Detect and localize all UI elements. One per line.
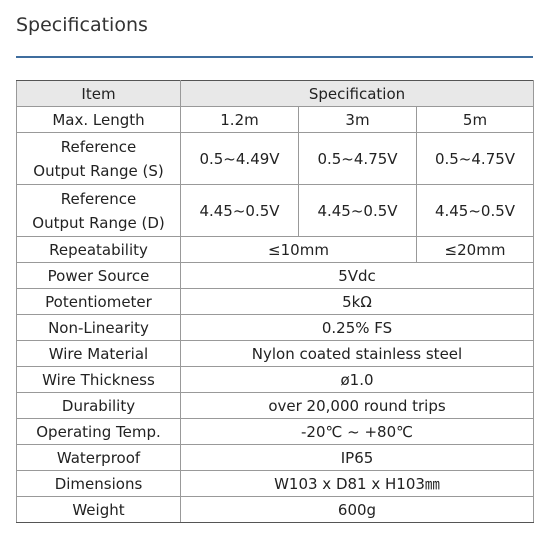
spec-value: 5kΩ — [180, 288, 534, 315]
row-label: Operating Temp. — [16, 418, 181, 445]
title-rule — [16, 56, 533, 58]
spec-value: 3m — [298, 106, 417, 133]
table-row: Dimensions W103 x D81 x H103㎜ — [16, 470, 534, 497]
table-row: Durability over 20,000 round trips — [16, 392, 534, 419]
row-label: Wire Material — [16, 340, 181, 367]
spec-value: W103 x D81 x H103㎜ — [180, 470, 534, 497]
spec-value: 5m — [416, 106, 534, 133]
spec-value: 5Vdc — [180, 262, 534, 289]
table-row: Wire Material Nylon coated stainless stee… — [16, 340, 534, 367]
table-row: Power Source 5Vdc — [16, 262, 534, 289]
row-label: Repeatability — [16, 236, 181, 263]
table-row: Potentiometer 5kΩ — [16, 288, 534, 315]
spec-value: 0.5~4.49V — [180, 132, 299, 185]
spec-value: 4.45~0.5V — [416, 184, 534, 237]
table-row: Max. Length 1.2m 3m 5m — [16, 106, 534, 133]
spec-value: 0.5~4.75V — [298, 132, 417, 185]
header-cell: Specification — [180, 80, 534, 107]
spec-value: -20℃ ~ +80℃ — [180, 418, 534, 445]
header-cell: Item — [16, 80, 181, 107]
row-label: Waterproof — [16, 444, 181, 471]
row-label: Reference Output Range (D) — [16, 184, 181, 237]
row-label: Dimensions — [16, 470, 181, 497]
spec-value: 600g — [180, 496, 534, 523]
spec-value: ø1.0 — [180, 366, 534, 393]
spec-value: IP65 — [180, 444, 534, 471]
row-label: Reference Output Range (S) — [16, 132, 181, 185]
row-label: Power Source — [16, 262, 181, 289]
spec-value: 0.25% FS — [180, 314, 534, 341]
spec-value: 4.45~0.5V — [298, 184, 417, 237]
table-row: Non-Linearity 0.25% FS — [16, 314, 534, 341]
spec-value: over 20,000 round trips — [180, 392, 534, 419]
spec-value: 1.2m — [180, 106, 299, 133]
table-body: Max. Length 1.2m 3m 5m Reference Output Rang… — [16, 106, 534, 523]
spec-value: Nylon coated stainless steel — [180, 340, 534, 367]
row-label: Durability — [16, 392, 181, 419]
spec-value: ≤20mm — [416, 236, 534, 263]
table-row: Repeatability ≤10mm ≤20mm — [16, 236, 534, 263]
row-label: Max. Length — [16, 106, 181, 133]
table-row: Operating Temp. -20℃ ~ +80℃ — [16, 418, 534, 445]
row-label: Wire Thickness — [16, 366, 181, 393]
table-row: Weight 600g — [16, 496, 534, 523]
spec-table: Item Specification Max. Length 1.2m 3m 5m Re… — [16, 80, 534, 523]
title: Specifications — [16, 14, 148, 36]
table-row: Reference Output Range (D) 4.45~0.5V 4.45~… — [16, 184, 534, 237]
table-row: Reference Output Range (S) 0.5~4.49V 0.5~4… — [16, 132, 534, 185]
header-row: Item Specification — [16, 80, 534, 107]
table-row: Wire Thickness ø1.0 — [16, 366, 534, 393]
row-label: Weight — [16, 496, 181, 523]
spec-value: ≤10mm — [180, 236, 417, 263]
spec-value: 4.45~0.5V — [180, 184, 299, 237]
row-label: Potentiometer — [16, 288, 181, 315]
table-row: Waterproof IP65 — [16, 444, 534, 471]
spec-value: 0.5~4.75V — [416, 132, 534, 185]
row-label: Non-Linearity — [16, 314, 181, 341]
